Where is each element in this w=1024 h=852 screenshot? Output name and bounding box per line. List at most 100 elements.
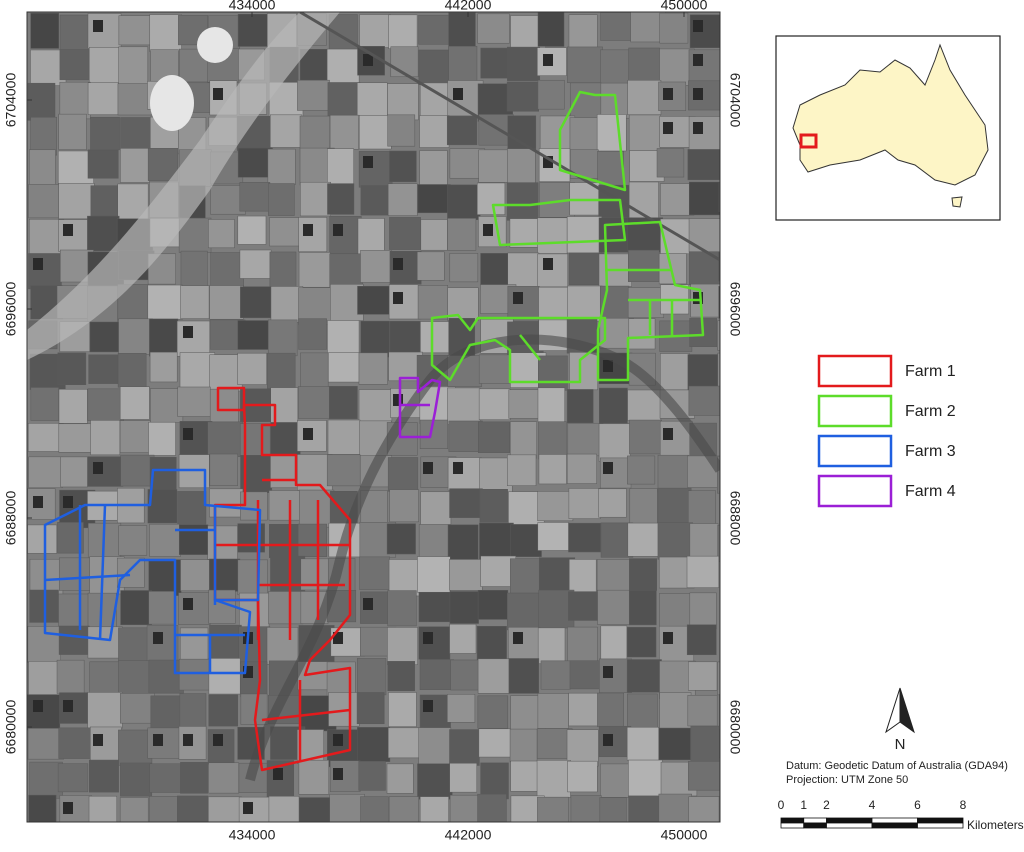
dark-patch <box>693 292 703 304</box>
dark-patch <box>93 734 103 746</box>
field <box>387 183 418 216</box>
field <box>89 661 123 695</box>
field <box>299 797 333 822</box>
field <box>267 352 296 389</box>
dark-patch <box>723 20 733 32</box>
field <box>180 285 210 319</box>
field <box>567 626 598 662</box>
field <box>329 114 359 150</box>
field <box>117 353 147 388</box>
dark-patch <box>183 598 193 610</box>
field <box>629 419 662 455</box>
field <box>417 556 451 593</box>
field <box>629 488 658 525</box>
field <box>120 454 155 487</box>
scale-segment <box>917 822 964 829</box>
field <box>656 148 685 178</box>
dark-patch <box>543 54 553 66</box>
dark-patch <box>393 292 403 304</box>
field <box>418 727 452 765</box>
dark-patch <box>603 666 613 678</box>
north-arrow: N <box>885 687 915 753</box>
dark-patch <box>363 54 373 66</box>
field <box>389 489 419 523</box>
dark-patch <box>543 258 553 270</box>
dark-patch <box>693 20 703 32</box>
field <box>147 727 183 759</box>
dark-patch <box>423 462 433 474</box>
dark-patch <box>693 54 703 66</box>
field <box>657 487 692 527</box>
dark-patch <box>243 666 253 678</box>
scale-segment <box>826 817 873 824</box>
field <box>146 625 179 664</box>
dark-patch <box>33 258 43 270</box>
y-coord-label: 6688000 <box>3 491 19 546</box>
field <box>447 694 476 723</box>
field <box>449 488 483 518</box>
field <box>118 729 153 766</box>
field <box>689 592 717 630</box>
x-coord-label: 450000 <box>661 0 708 13</box>
field <box>509 421 537 459</box>
field <box>689 523 719 560</box>
field <box>119 797 149 822</box>
field <box>507 454 537 486</box>
dark-patch <box>33 496 43 508</box>
field <box>27 524 58 554</box>
field <box>87 82 119 115</box>
field <box>476 626 507 663</box>
scale-tick-label: 0 <box>778 798 785 812</box>
field <box>687 354 720 391</box>
dark-patch <box>513 292 523 304</box>
dark-patch <box>603 360 613 372</box>
dark-patch <box>363 156 373 168</box>
field <box>87 626 123 659</box>
field <box>28 661 60 700</box>
y-coord-label: 6704000 <box>727 73 743 128</box>
field <box>59 81 91 120</box>
field <box>719 591 720 627</box>
dark-patch <box>423 632 433 644</box>
field <box>149 318 179 357</box>
dark-patch <box>603 734 613 746</box>
field <box>688 181 720 216</box>
field <box>179 627 209 661</box>
field <box>327 148 354 187</box>
field <box>480 555 517 587</box>
field <box>210 252 244 288</box>
field <box>30 116 57 156</box>
field <box>117 83 153 116</box>
scale-segment <box>803 822 827 829</box>
y-coord-label: 6680000 <box>3 700 19 755</box>
field <box>537 796 569 822</box>
field <box>120 693 155 724</box>
map-frame <box>26 11 721 823</box>
y-coord-label: 6696000 <box>727 282 743 337</box>
field <box>208 694 239 727</box>
field <box>420 491 452 527</box>
field <box>719 762 720 798</box>
field <box>299 115 331 150</box>
field <box>721 13 754 50</box>
field <box>418 592 454 623</box>
field <box>118 660 151 695</box>
field <box>329 793 365 822</box>
field <box>659 593 694 631</box>
field <box>628 795 664 822</box>
field <box>718 251 720 282</box>
field <box>417 251 445 281</box>
field <box>120 117 154 151</box>
field <box>477 590 509 620</box>
field <box>27 694 61 731</box>
dark-patch <box>33 700 43 712</box>
dark-patch <box>663 88 673 100</box>
field <box>270 286 304 323</box>
dark-patch <box>93 20 103 32</box>
field <box>506 81 539 112</box>
field <box>566 729 599 767</box>
field <box>538 355 568 391</box>
field <box>478 388 511 420</box>
field <box>300 352 329 391</box>
field <box>627 693 658 730</box>
